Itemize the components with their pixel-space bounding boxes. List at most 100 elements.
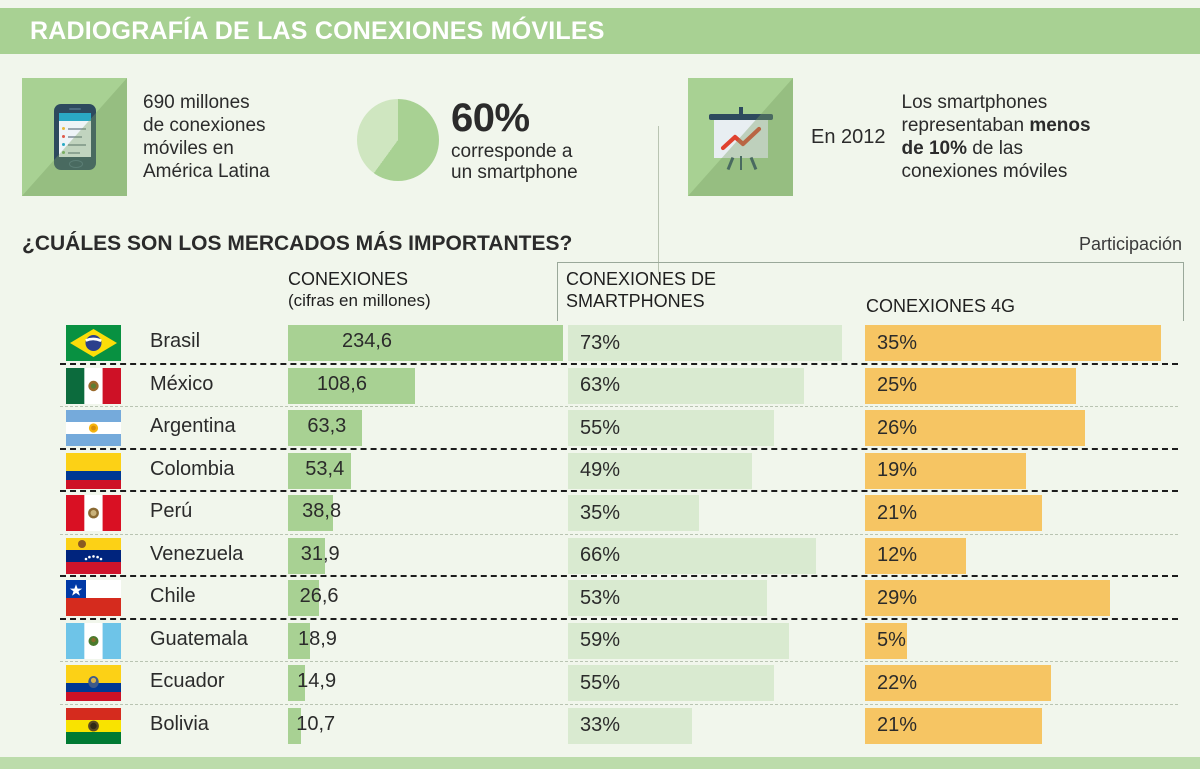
fact2012-line-2: representaban menos	[902, 114, 1091, 137]
table-row[interactable]: Venezuela 31,9 66% 12%	[0, 535, 1200, 577]
flag-colombia	[66, 452, 121, 489]
bar-4g: 21%	[865, 707, 1043, 744]
share-line-2: un smartphone	[451, 162, 578, 184]
column-header-connections: CONEXIONES (cifras en millones)	[288, 268, 431, 311]
facts-strip: 690 millones de conexiones móviles en Am…	[0, 60, 1200, 274]
value-4g: 26%	[877, 416, 918, 439]
bar-connections	[288, 367, 416, 404]
table-row[interactable]: Perú 38,8 35% 21%	[0, 492, 1200, 535]
table-row[interactable]: Guatemala 18,9 59% 5%	[0, 620, 1200, 662]
footer-bar	[0, 757, 1200, 769]
country-name: México	[150, 372, 214, 395]
table-row[interactable]: Colombia 53,4 49% 19%	[0, 450, 1200, 492]
value-connections: 63,3	[307, 415, 347, 437]
value-4g: 12%	[877, 544, 918, 566]
bar-4g: 26%	[865, 410, 1085, 446]
value-smartphones: 66%	[580, 544, 621, 566]
table-row[interactable]: México 108,6 63% 25%	[0, 365, 1200, 407]
bar-connections	[288, 495, 334, 531]
fact-connections: 690 millones de conexiones móviles en Am…	[22, 78, 270, 196]
bar-smartphones: 33%	[568, 707, 692, 744]
participacion-label: Participación	[1078, 234, 1182, 254]
value-connections: 14,9	[297, 670, 337, 692]
bar-4g: 19%	[865, 452, 1026, 489]
fact-line-3: móviles en	[143, 138, 234, 159]
bar-connections	[288, 665, 306, 701]
value-4g: 22%	[877, 671, 918, 694]
value-smartphones: 33%	[580, 714, 621, 736]
bar-4g: 22%	[865, 665, 1051, 701]
fact2012-line-3b: de las	[967, 138, 1023, 159]
flag-bolivia	[66, 707, 121, 744]
table-row[interactable]: Bolivia 10,7 33% 21%	[0, 705, 1200, 748]
fact2012-line-1: Los smartphones	[901, 91, 1048, 113]
country-name: Argentina	[150, 415, 236, 437]
fact2012-line-2a: representaban	[901, 114, 1030, 136]
bar-connections	[288, 707, 301, 744]
value-smartphones: 53%	[580, 586, 621, 609]
fact-share-text: 60% corresponde a un smartphone	[451, 96, 578, 183]
value-4g: 29%	[877, 586, 918, 609]
bar-smartphones: 63%	[568, 367, 805, 404]
row-separator	[60, 575, 1178, 577]
flag-peru	[66, 495, 121, 531]
country-name: Ecuador	[150, 670, 225, 692]
fact-line-4: América Latina	[143, 161, 270, 183]
fact-connections-text: 690 millones de conexiones móviles en Am…	[143, 91, 270, 184]
presentation-chart-icon	[688, 78, 793, 196]
col-conex-line1: CONEXIONES	[288, 269, 409, 289]
flag-mexico	[66, 367, 121, 404]
markets-table: Brasil 234,6 73% 35% México 108,6 63% 25% Argent…	[0, 322, 1200, 747]
col-smart-line1: CONEXIONES DE	[566, 269, 717, 289]
value-smartphones: 35%	[580, 501, 621, 524]
year-label: En 2012	[811, 125, 886, 148]
col-conex-line2: (cifras en millones)	[288, 291, 431, 311]
bar-4g: 29%	[865, 580, 1111, 616]
fact2012-line-4: conexiones móviles	[901, 161, 1068, 183]
value-smartphones: 73%	[580, 331, 621, 354]
fact-line-2: de conexiones	[143, 114, 266, 136]
smartphone-icon	[22, 78, 127, 196]
bar-smartphones: 35%	[568, 495, 700, 531]
bar-connections	[288, 452, 351, 489]
column-header-4g: CONEXIONES 4G	[866, 295, 1015, 317]
share-line-1: corresponde a	[451, 140, 573, 162]
section-question: ¿CUÁLES SON LOS MERCADOS MÁS IMPORTANTES…	[22, 232, 573, 255]
value-connections: 53,4	[305, 457, 345, 480]
bar-smartphones: 59%	[568, 622, 790, 659]
table-row[interactable]: Brasil 234,6 73% 35%	[0, 322, 1200, 365]
bar-connections	[288, 410, 363, 446]
value-connections: 10,7	[296, 712, 336, 735]
bar-connections	[288, 325, 563, 361]
fact-2012-text: Los smartphones representaban menos de 1…	[902, 91, 1091, 184]
value-4g: 21%	[877, 714, 918, 736]
table-row[interactable]: Chile 26,6 53% 29%	[0, 577, 1200, 620]
row-separator	[60, 447, 1178, 450]
pie-chart-icon	[357, 98, 439, 181]
value-4g: 35%	[877, 331, 918, 354]
line-chart-glyph	[720, 126, 761, 151]
value-connections: 31,9	[300, 542, 340, 565]
row-separator	[60, 406, 1178, 407]
col-smart-line2: SMARTPHONES	[566, 291, 705, 312]
value-smartphones: 55%	[580, 416, 621, 439]
value-connections: 234,6	[342, 330, 393, 352]
value-4g: 21%	[877, 501, 918, 524]
value-connections: 108,6	[316, 372, 367, 395]
flag-ecuador	[66, 665, 121, 701]
table-row[interactable]: Argentina 63,3 55% 26%	[0, 407, 1200, 450]
fact2012-line-3: de 10% de las	[902, 137, 1091, 160]
bar-4g: 21%	[865, 495, 1043, 531]
fact2012-line-2b: menos	[1029, 114, 1091, 136]
row-separator	[60, 490, 1178, 492]
row-separator	[60, 533, 1178, 535]
value-smartphones: 49%	[580, 459, 621, 481]
flag-chile	[66, 580, 121, 616]
country-name: Brasil	[150, 330, 201, 352]
value-smartphones: 63%	[580, 374, 621, 396]
value-4g: 25%	[877, 374, 918, 396]
country-name: Bolivia	[150, 712, 209, 735]
table-row[interactable]: Ecuador 14,9 55% 22%	[0, 662, 1200, 705]
country-name: Colombia	[150, 457, 235, 480]
